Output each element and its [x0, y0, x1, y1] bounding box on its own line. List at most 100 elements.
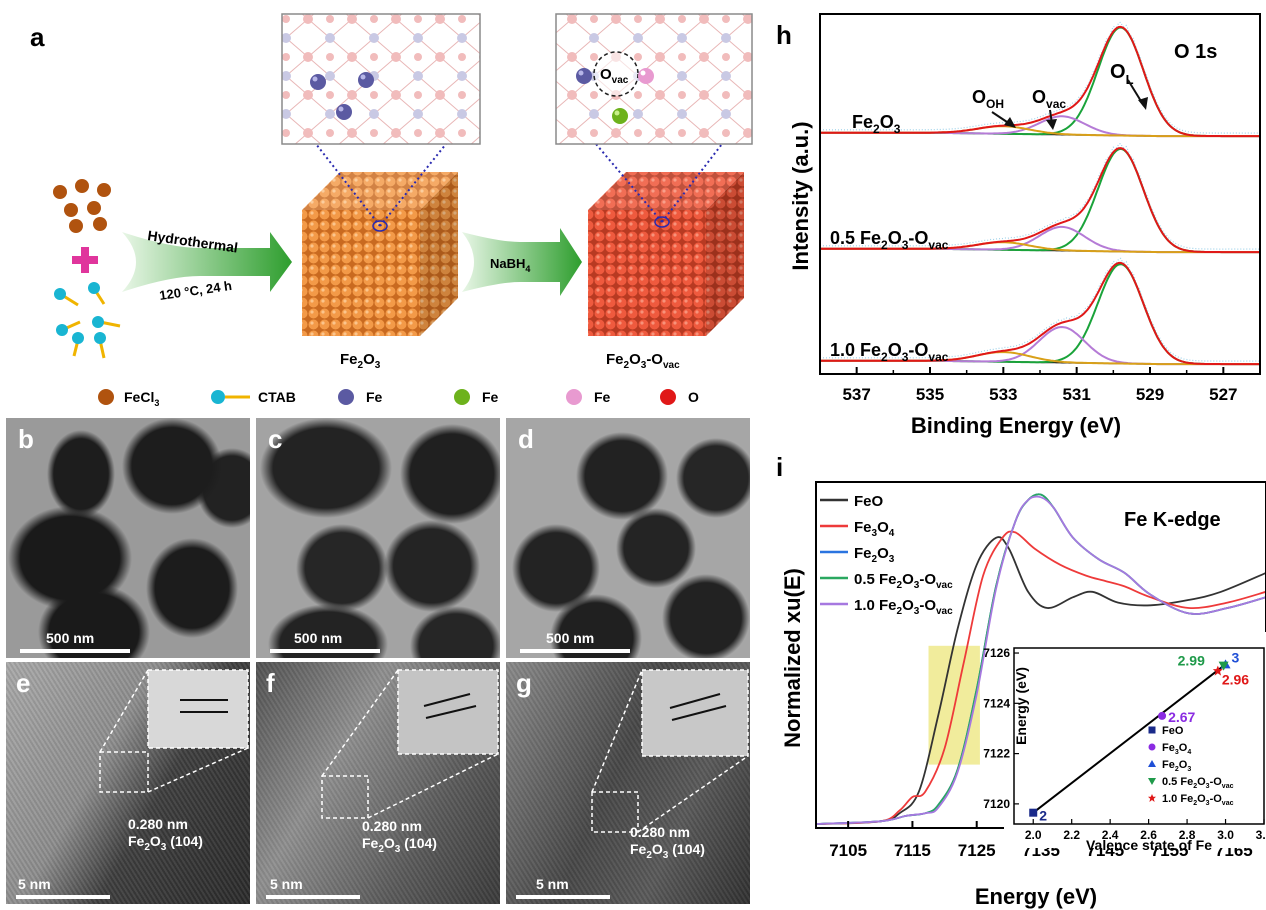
nabh4-arrow-icon: [462, 228, 582, 296]
scale-bar-f: [266, 895, 360, 899]
scale-label-b: 500 nm: [46, 630, 95, 646]
inset-legend-label: 0.5 Fe2O3-Ovac: [1162, 776, 1234, 790]
xps-envelope: [820, 147, 1260, 254]
fe2o3-lattice-view: [281, 13, 481, 145]
ooh-peak-label: OOH: [972, 87, 1004, 111]
scale-label-d: 500 nm: [546, 630, 595, 646]
inset-y-axis-label: Energy (eV): [1013, 667, 1029, 745]
xps-plot-area: [819, 21, 1260, 366]
xanes-title: Fe K-edge: [1124, 509, 1221, 531]
inset-x-tick-label: 2.8: [1179, 828, 1196, 842]
plus-icon: [72, 247, 98, 273]
tem-image-c: c 500 nm: [256, 418, 500, 658]
xanes-series-line: [815, 495, 1266, 825]
xanes-x-tick-label: 7125: [958, 841, 996, 860]
d-spacing-g: 0.280 nm Fe2O3 (104): [630, 824, 705, 861]
inset-legend-label: FeO: [1162, 725, 1184, 737]
panel-label-b: b: [18, 424, 34, 454]
xps-y-axis-label: Intensity (a.u.): [788, 121, 813, 270]
xps-x-tick-label: 527: [1209, 385, 1237, 404]
ol-peak-label: OL: [1110, 61, 1134, 87]
fe2o3-ovac-cube-icon: [588, 172, 744, 336]
inset-point-label: 2: [1039, 808, 1047, 824]
legend-fe-pink: Fe: [594, 389, 611, 405]
xps-raw-data: [819, 142, 1260, 250]
fe-green-legend-icon: [454, 389, 470, 405]
fecl3-cluster-icon: [53, 179, 111, 233]
fecl3-legend-icon: [98, 389, 114, 405]
hrtem-image-f: f 0.280 nm Fe2O3 (104) 5 nm: [256, 662, 500, 904]
inset-fit-line: [1032, 663, 1227, 814]
ovac-peak-label: Ovac: [1032, 87, 1066, 111]
xanes-legend-label: FeO: [854, 493, 884, 510]
inset-y-tick-label: 7126: [983, 646, 1010, 660]
xps-annotations: Fe2O3 0.5 Fe2O3-Ovac 1.0 Fe2O3-Ovac OL Ovac O…: [830, 61, 1148, 364]
inset-x-tick-label: 3.0: [1217, 828, 1234, 842]
inset-x-axis-label: Valence state of Fe: [1086, 837, 1212, 853]
xanes-x-axis-label: Energy (eV): [975, 884, 1097, 909]
xanes-legend-label: Fe2O3: [854, 545, 895, 565]
xps-sample-label: 0.5 Fe2O3-Ovac: [830, 228, 949, 252]
xps-raw-data: [819, 257, 1260, 362]
inset-legend-marker: [1148, 743, 1156, 751]
panel-label-h: h: [776, 20, 792, 50]
inset-point-label: 2.96: [1222, 672, 1249, 688]
inset-x-tick-label: 2.0: [1025, 828, 1042, 842]
scale-bar-e: [16, 895, 110, 899]
legend-fe-blue: Fe: [366, 389, 383, 405]
inset-y-tick-label: 7122: [983, 747, 1010, 761]
inset-legend-marker: [1148, 778, 1156, 785]
product1-label: Fe2O3: [340, 351, 381, 371]
valence-inset-chart: 2.0 2.2 2.4 2.6 2.8 3.0 3.2 7120 7122 7124 7126 Val…: [983, 632, 1266, 853]
ctab-legend-icon: [211, 390, 225, 404]
inset-legend-marker: [1148, 726, 1156, 734]
inset-point-label: 2.67: [1168, 709, 1195, 725]
xanes-legend-label: 0.5 Fe2O3-Ovac: [854, 571, 953, 591]
xps-raw-data: [819, 21, 1260, 134]
inset-x-tick-label: 2.4: [1102, 828, 1119, 842]
ol-arrowhead-icon: [1138, 97, 1148, 110]
inset-legend-marker: [1148, 760, 1156, 767]
xps-x-tick-label: 529: [1136, 385, 1164, 404]
inset-frame: [1013, 647, 1265, 825]
inset-point-feo: [1029, 808, 1038, 817]
synthesis-schematic: Hydrothermal 120 °C, 24 h NaBH4: [53, 13, 753, 408]
legend-fe-green: Fe: [482, 389, 499, 405]
panel-label-g: g: [516, 668, 532, 698]
schematic-legend: FeCl3 CTAB Fe Fe Fe O: [98, 389, 699, 408]
fe-pink-legend-icon: [566, 389, 582, 405]
panel-label-i: i: [776, 452, 784, 482]
hydrothermal-arrow-icon: [122, 232, 292, 292]
inset-point-10ovac: [1212, 665, 1223, 676]
hrtem-zoom-box-g: [591, 669, 749, 833]
xanes-legend: FeO Fe3O4 Fe2O3 0.5 Fe2O3-Ovac 1.0 Fe2O3-Ova…: [820, 493, 953, 617]
fe-blue-legend-icon: [338, 389, 354, 405]
xps-x-tick-label: 537: [842, 385, 870, 404]
fe2o3-ovac-lattice-view: [555, 13, 753, 145]
inset-point-fe3o4: [1158, 711, 1167, 720]
xps-x-ticks: 537 535 533 531 529 527: [842, 367, 1238, 404]
xanes-x-tick-label: 7105: [829, 841, 867, 860]
scale-bar-b: [20, 649, 130, 653]
scale-label-e: 5 nm: [18, 876, 51, 892]
scale-label-f: 5 nm: [270, 876, 303, 892]
xps-x-tick-label: 535: [916, 385, 944, 404]
hrtem-image-g: g 0.280 nm Fe2O3 (104) 5 nm: [506, 662, 750, 904]
scale-label-g: 5 nm: [536, 876, 569, 892]
panel-label-a: a: [30, 22, 45, 52]
xanes-fe-kedge-chart: 7105 7115 7125 7135 7145 7155 7165 Energy (eV)…: [780, 481, 1266, 909]
panel-label-f: f: [266, 668, 275, 698]
legend-ctab: CTAB: [258, 389, 296, 405]
xps-title: O 1s: [1174, 41, 1217, 63]
xps-o1s-chart: 537 535 533 531 529 527 Binding Energy (eV) I…: [788, 13, 1261, 438]
fe2o3-cube-icon: [302, 172, 458, 336]
scale-bar-d: [520, 649, 630, 653]
step1-conditions: 120 °C, 24 h: [158, 278, 233, 303]
xps-x-axis-label: Binding Energy (eV): [911, 413, 1121, 438]
product2-label: Fe2O3-Ovac: [606, 351, 680, 371]
xanes-legend-label: Fe3O4: [854, 519, 895, 539]
inset-point-label: 2.99: [1178, 653, 1205, 669]
hrtem-zoom-box-e: [99, 669, 249, 793]
panel-label-e: e: [16, 668, 31, 698]
ooh-arrowhead-icon: [1004, 117, 1016, 128]
